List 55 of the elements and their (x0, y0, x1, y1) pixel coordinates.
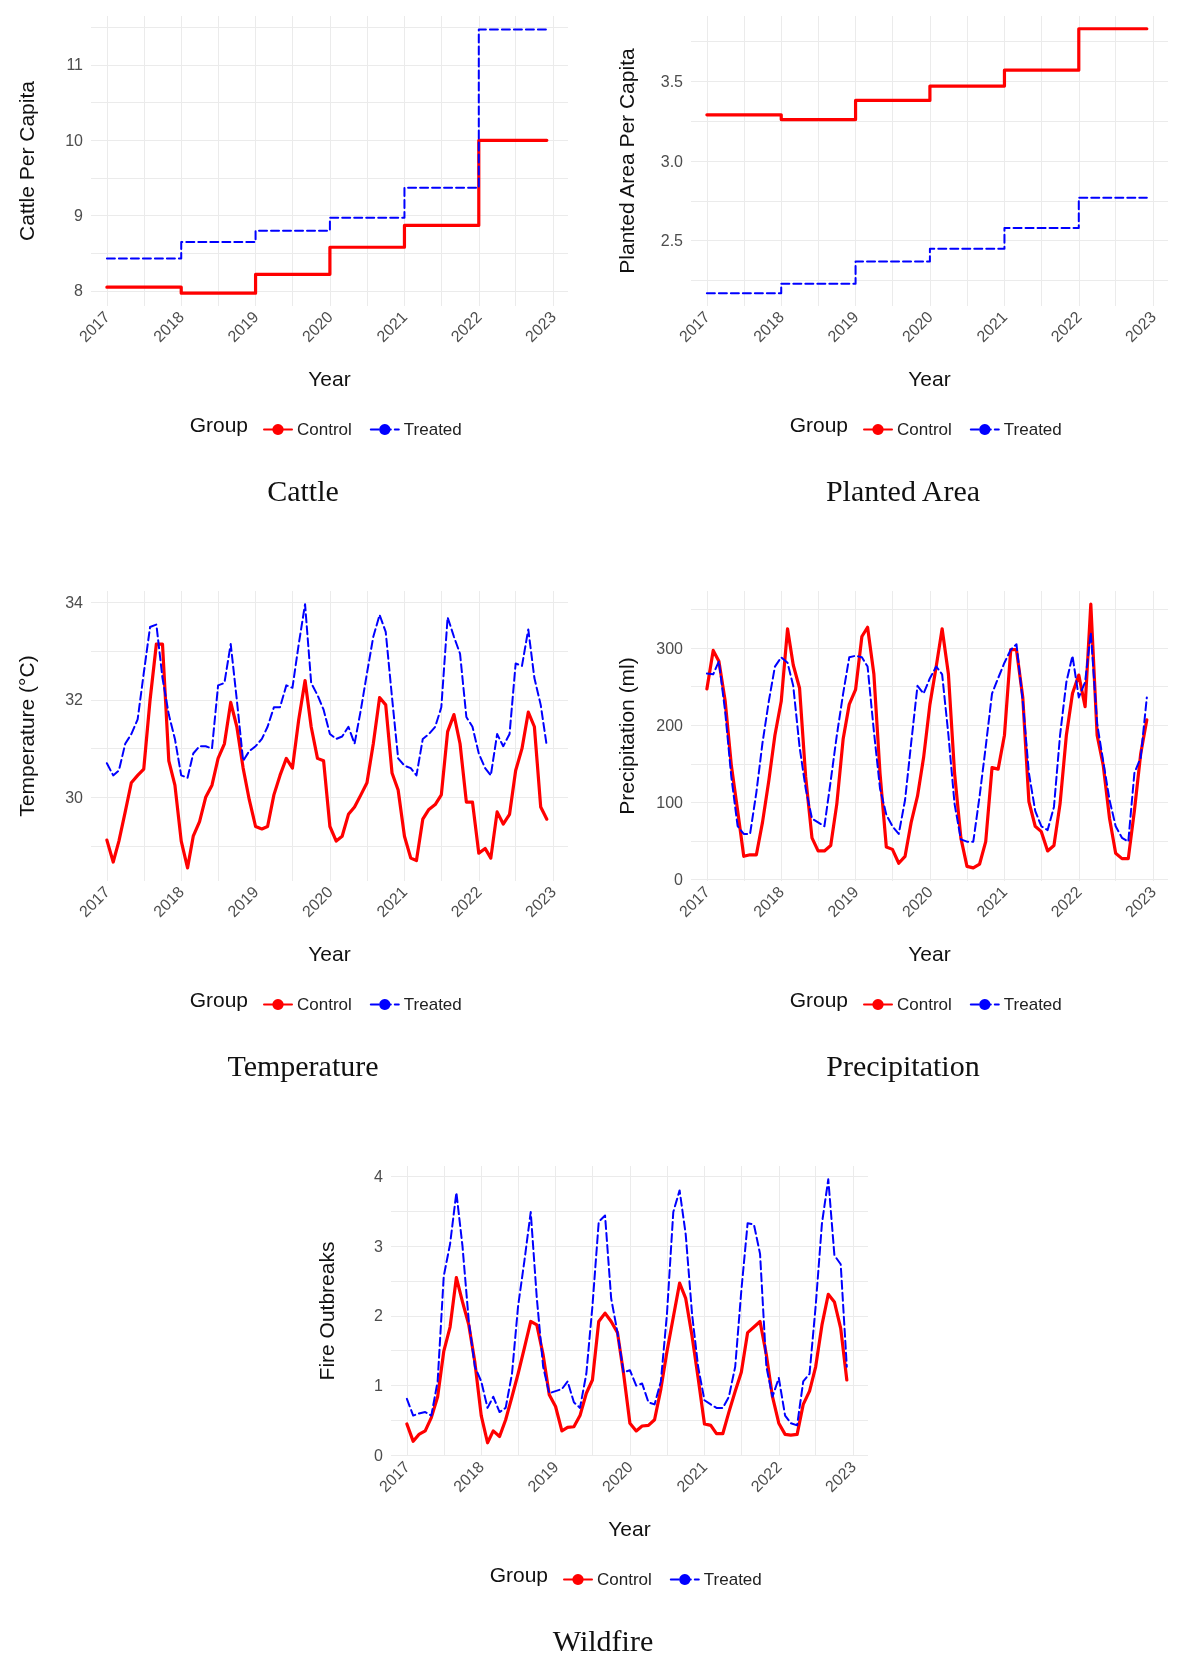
y-tick-label: 34 (65, 594, 84, 612)
y-axis-title: Planted Area Per Capita (615, 48, 638, 274)
y-tick-label: 0 (374, 1446, 384, 1464)
y-tick-label: 9 (74, 207, 84, 225)
y-axis-title: Cattle Per Capita (15, 80, 38, 241)
y-tick-label: 0 (674, 870, 684, 888)
y-tick-label: 32 (65, 691, 84, 709)
text: Wildfire (552, 1623, 654, 1657)
x-axis-title: Year (608, 1517, 651, 1540)
y-tick-label: 4 (374, 1167, 384, 1185)
y-tick-label: 3.5 (660, 72, 684, 90)
text: Temperature (227, 1048, 379, 1082)
legend-label: Control (897, 995, 952, 1014)
text: Precipitation (826, 1048, 980, 1082)
legend-label: Treated (703, 1570, 762, 1589)
text: Planted Area (825, 473, 981, 507)
legend-label: Control (297, 420, 352, 439)
y-tick-label: 2.5 (660, 232, 684, 250)
line-series (105, 603, 548, 779)
y-tick-label: 200 (656, 716, 684, 734)
legend-title: Group (789, 413, 849, 436)
x-axis-title: Year (308, 367, 351, 390)
legend-label: Treated (403, 420, 462, 439)
x-axis-title: Year (908, 367, 951, 390)
line-series (705, 602, 1149, 870)
y-tick-label: 1 (374, 1377, 384, 1395)
legend-title: Group (789, 988, 849, 1011)
line-series (105, 642, 549, 870)
line-series (405, 1275, 849, 1445)
y-axis-title: Fire Outbreaks (315, 1241, 338, 1381)
legend-title: Group (489, 1563, 549, 1586)
y-axis-title: Precipitation (ml) (615, 657, 638, 815)
line-series (705, 631, 1148, 843)
y-tick-label: 10 (65, 131, 84, 149)
y-tick-label: 300 (656, 639, 684, 657)
y-tick-label: 3 (374, 1237, 384, 1255)
legend-title: Group (189, 988, 249, 1011)
y-tick-label: 11 (66, 56, 84, 74)
y-tick-label: 8 (74, 282, 84, 300)
text: Cattle (267, 473, 339, 507)
legend-label: Control (597, 1570, 652, 1589)
y-tick-label: 30 (65, 788, 84, 806)
legend-title: Group (189, 413, 249, 436)
line-series (405, 1178, 848, 1427)
y-tick-label: 100 (656, 793, 684, 811)
x-axis-title: Year (908, 942, 951, 965)
legend-label: Control (897, 420, 952, 439)
legend-label: Treated (403, 995, 462, 1014)
y-tick-label: 3.0 (660, 152, 684, 170)
x-axis-title: Year (308, 942, 351, 965)
y-axis-title: Temperature (°C) (15, 655, 38, 817)
legend-label: Treated (1003, 420, 1062, 439)
legend-label: Treated (1003, 995, 1062, 1014)
y-tick-label: 2 (374, 1307, 384, 1325)
legend-label: Control (297, 995, 352, 1014)
